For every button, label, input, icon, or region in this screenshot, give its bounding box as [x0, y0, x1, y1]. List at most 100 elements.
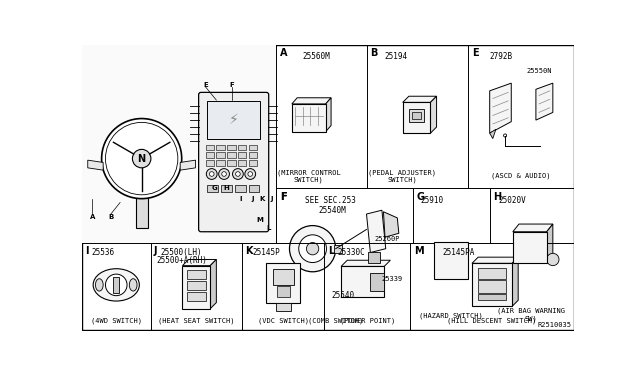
Text: 25194: 25194 — [384, 52, 407, 61]
Text: 25500+A(RH): 25500+A(RH) — [156, 256, 207, 264]
Ellipse shape — [93, 269, 140, 301]
Polygon shape — [445, 256, 458, 265]
Bar — [205, 145, 214, 150]
Text: (POWER POINT): (POWER POINT) — [340, 317, 395, 324]
Bar — [187, 292, 205, 301]
Text: (HAZARD SWITCH): (HAZARD SWITCH) — [419, 312, 483, 319]
Polygon shape — [403, 96, 436, 102]
Text: (AIR BAG WARNING
SW): (AIR BAG WARNING SW) — [497, 308, 565, 322]
Bar — [238, 153, 246, 158]
Text: 25560M: 25560M — [303, 52, 330, 61]
Circle shape — [299, 235, 326, 263]
Text: (HILL DESCENT SWITCH): (HILL DESCENT SWITCH) — [447, 317, 536, 324]
Bar — [412, 112, 421, 119]
FancyBboxPatch shape — [198, 92, 269, 232]
Bar — [216, 145, 225, 150]
Text: 25540M: 25540M — [319, 206, 346, 215]
Bar — [221, 185, 232, 192]
Polygon shape — [513, 224, 553, 232]
Circle shape — [307, 243, 319, 255]
Polygon shape — [547, 224, 553, 263]
Text: 2792B: 2792B — [490, 52, 513, 61]
Text: E: E — [472, 48, 479, 58]
Text: 25536: 25536 — [92, 248, 115, 257]
Polygon shape — [326, 98, 331, 132]
Text: K: K — [260, 196, 265, 202]
Circle shape — [209, 172, 214, 176]
Text: 25330C: 25330C — [337, 248, 365, 257]
Bar — [227, 160, 236, 166]
Text: M: M — [257, 217, 264, 223]
Bar — [235, 185, 246, 192]
Text: (PEDAL ADJUSTER)
SWITCH): (PEDAL ADJUSTER) SWITCH) — [368, 169, 436, 183]
Bar — [371, 273, 384, 291]
Text: (COMB SWITCH): (COMB SWITCH) — [308, 317, 364, 324]
Bar — [238, 160, 246, 166]
Bar — [136, 197, 148, 228]
Circle shape — [245, 169, 255, 179]
Bar — [277, 286, 289, 297]
Polygon shape — [367, 210, 386, 253]
Text: F: F — [229, 82, 234, 88]
Bar — [249, 185, 259, 192]
Bar — [403, 102, 431, 133]
Bar — [113, 277, 119, 293]
Circle shape — [219, 169, 230, 179]
Text: A: A — [90, 214, 95, 220]
Text: M: M — [414, 246, 424, 256]
Polygon shape — [88, 160, 103, 170]
Circle shape — [504, 134, 507, 137]
Bar — [513, 232, 547, 263]
Circle shape — [106, 122, 178, 195]
Polygon shape — [490, 129, 496, 139]
Bar — [478, 268, 506, 279]
Bar — [435, 242, 468, 279]
Polygon shape — [383, 212, 399, 237]
Polygon shape — [512, 257, 518, 307]
Polygon shape — [341, 260, 390, 266]
Bar — [227, 145, 236, 150]
Bar — [478, 294, 506, 300]
Bar — [249, 160, 257, 166]
Text: J: J — [154, 246, 157, 256]
Text: A: A — [280, 48, 288, 58]
Text: 25020V: 25020V — [499, 196, 527, 205]
Ellipse shape — [351, 276, 362, 287]
Bar — [182, 266, 210, 309]
Bar — [83, 45, 276, 243]
Bar — [187, 270, 205, 279]
Circle shape — [102, 119, 182, 199]
Circle shape — [206, 169, 217, 179]
Bar — [341, 266, 384, 297]
Text: 25260P: 25260P — [374, 235, 400, 241]
Circle shape — [236, 172, 240, 176]
Text: B: B — [108, 214, 113, 220]
Polygon shape — [490, 83, 511, 133]
Ellipse shape — [95, 279, 103, 291]
Text: 25339: 25339 — [382, 276, 403, 282]
Text: F: F — [280, 192, 287, 202]
Bar — [205, 160, 214, 166]
Circle shape — [132, 150, 151, 168]
Bar — [478, 280, 506, 293]
Bar — [249, 145, 257, 150]
Bar — [368, 252, 380, 263]
Bar — [205, 153, 214, 158]
Text: F: F — [280, 192, 287, 202]
Bar — [216, 153, 225, 158]
Polygon shape — [292, 98, 331, 104]
Bar — [273, 269, 294, 285]
Bar — [238, 145, 246, 150]
Text: ⚡: ⚡ — [228, 113, 238, 127]
Bar — [187, 281, 205, 290]
Polygon shape — [536, 83, 553, 120]
Bar — [249, 153, 257, 158]
Text: (HEAT SEAT SWITCH): (HEAT SEAT SWITCH) — [158, 317, 235, 324]
Bar — [216, 160, 225, 166]
Text: G: G — [417, 192, 424, 202]
Text: L: L — [328, 246, 334, 256]
Bar — [227, 153, 236, 158]
Text: J: J — [252, 196, 254, 202]
Text: 25550N: 25550N — [527, 68, 552, 74]
Bar — [276, 303, 291, 311]
